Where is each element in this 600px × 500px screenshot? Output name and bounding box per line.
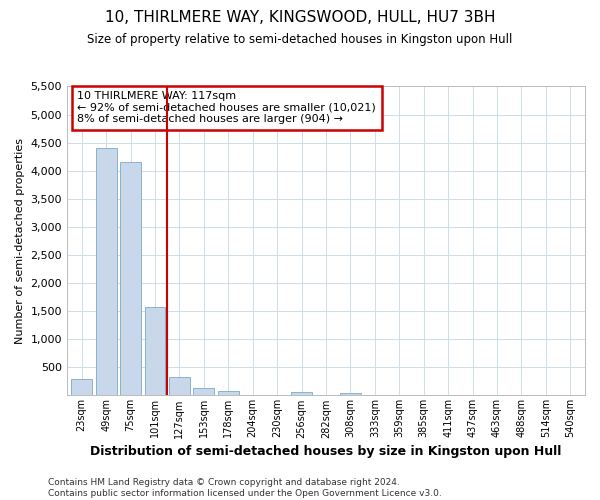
Bar [218,392,239,396]
Bar [291,392,312,396]
Bar [145,307,166,396]
Bar [340,394,361,396]
Text: Contains HM Land Registry data © Crown copyright and database right 2024.
Contai: Contains HM Land Registry data © Crown c… [48,478,442,498]
Text: Size of property relative to semi-detached houses in Kingston upon Hull: Size of property relative to semi-detach… [88,32,512,46]
Y-axis label: Number of semi-detached properties: Number of semi-detached properties [15,138,25,344]
X-axis label: Distribution of semi-detached houses by size in Kingston upon Hull: Distribution of semi-detached houses by … [91,444,562,458]
Bar [193,388,214,396]
Bar [120,162,141,396]
Bar [169,378,190,396]
Text: 10, THIRLMERE WAY, KINGSWOOD, HULL, HU7 3BH: 10, THIRLMERE WAY, KINGSWOOD, HULL, HU7 … [105,10,495,25]
Bar [71,379,92,396]
Bar [96,148,116,396]
Text: 10 THIRLMERE WAY: 117sqm
← 92% of semi-detached houses are smaller (10,021)
8% o: 10 THIRLMERE WAY: 117sqm ← 92% of semi-d… [77,91,376,124]
